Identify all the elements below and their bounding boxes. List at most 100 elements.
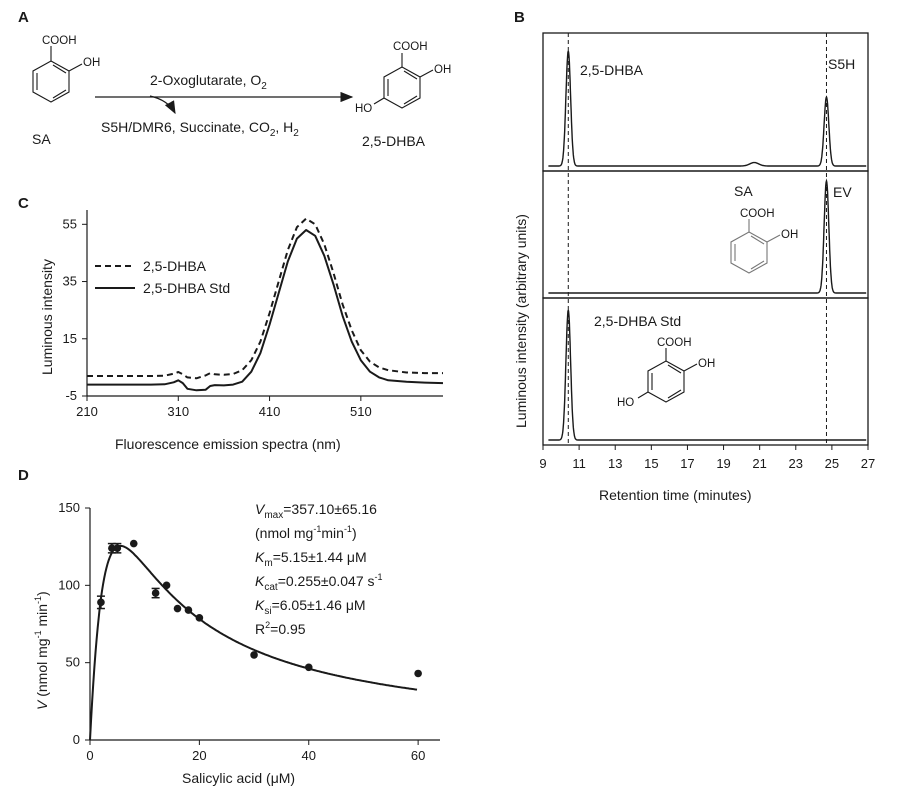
x-tick-label-c: 310 — [167, 404, 189, 419]
legend-c: 2,5-DHBA 2,5-DHBA Std — [95, 258, 230, 296]
y-tick-label-d: 100 — [58, 577, 80, 592]
x-tick-label-d: 20 — [192, 748, 206, 763]
chromatogram-trace-0 — [548, 50, 867, 167]
r2-text: R2=0.95 — [255, 620, 306, 637]
chromatogram-s5h-frame — [542, 32, 869, 172]
x-tick-label-d: 60 — [411, 748, 425, 763]
series-line-0 — [87, 217, 443, 380]
x-tick-label-c: 410 — [259, 404, 281, 419]
km-text: Km=5.15±1.44 μM — [255, 549, 367, 569]
dhba-cooh-label: COOH — [393, 41, 428, 53]
data-point — [304, 663, 313, 672]
fit-curve-line — [89, 544, 418, 741]
panel-letter-b: B — [514, 9, 525, 26]
data-point — [184, 606, 193, 614]
trace-label-dhba: 2,5-DHBA — [580, 62, 644, 78]
sa-structure: COOH OH — [32, 35, 100, 103]
trace-label-sa: SA — [734, 183, 753, 199]
legend-label-dhba: 2,5-DHBA — [143, 258, 207, 274]
x-tick-label-d: 0 — [86, 748, 93, 763]
dhba-structure: COOH OH HO — [355, 41, 451, 115]
x-tick-label-b: 23 — [789, 456, 803, 471]
y-axis-label-c: Luminous intensity — [39, 259, 55, 375]
y-tick-label-d: 50 — [66, 655, 80, 670]
data-points — [96, 539, 422, 678]
trace-label-ev: EV — [833, 184, 852, 200]
y-tick-label-d: 150 — [58, 500, 80, 515]
panel-letter-c: C — [18, 195, 29, 212]
x-tick-label-b: 9 — [539, 456, 546, 471]
byproduct-arrow — [149, 95, 176, 115]
product-label: 2,5-DHBA — [362, 133, 426, 149]
ksi-text: Ksi=6.05±1.46 μM — [255, 597, 366, 617]
x-tick-label-b: 17 — [680, 456, 694, 471]
data-point — [173, 604, 182, 613]
fit-curve — [89, 544, 418, 741]
units-text: (nmol mg-1min-1) — [255, 524, 357, 541]
y-axis-label-d: V (nmol mg-1 min-1) — [33, 591, 50, 710]
axis-ticks-d: 0 20 40 60 0 50 100 150 — [58, 500, 425, 763]
x-tick-label-c: 510 — [350, 404, 372, 419]
panel-letter-d: D — [18, 467, 29, 484]
conditions-top: 2-Oxoglutarate, O2 — [150, 72, 267, 92]
y-tick-label-c: -5 — [65, 388, 77, 403]
x-tick-label-d: 40 — [302, 748, 316, 763]
panel-a: A COOH OH SA 2-Oxoglutarate, O2 S5H/DMR6… — [18, 9, 451, 149]
data-point — [195, 614, 204, 622]
chromatogram-trace-1 — [548, 178, 867, 294]
x-tick-label-b: 21 — [752, 456, 766, 471]
x-tick-label-b: 13 — [608, 456, 622, 471]
chromatogram-traces — [548, 50, 867, 441]
dhba-structure-inset: COOH OH HO — [617, 337, 715, 409]
panel-letter-a: A — [18, 9, 29, 26]
x-axis-label-d: Salicylic acid (μM) — [182, 770, 295, 786]
data-point — [151, 589, 160, 597]
y-tick-label-c: 35 — [63, 274, 77, 289]
legend-label-std: 2,5-DHBA Std — [143, 280, 230, 296]
vmax-text: Vmax=357.10±65.16 — [255, 501, 377, 521]
reference-lines — [567, 33, 827, 445]
x-tick-label-b: 15 — [644, 456, 658, 471]
sa-inset-cooh: COOH — [740, 208, 775, 220]
kcat-text: Kcat=0.255±0.047 s-1 — [255, 572, 383, 593]
sa-oh-label: OH — [83, 57, 100, 69]
y-tick-label-d: 0 — [73, 732, 80, 747]
data-point — [97, 598, 105, 607]
dhba-inset-ho: HO — [617, 397, 634, 409]
dhba-oh-label: OH — [434, 64, 451, 76]
x-axis-label-c: Fluorescence emission spectra (nm) — [115, 436, 341, 452]
panel-b: B 9 11 13 15 17 19 21 23 25 27 2,5-DHBA S5H SA EV… — [513, 9, 875, 503]
data-point — [162, 581, 171, 590]
x-tick-label-c: 210 — [76, 404, 98, 419]
data-point — [108, 544, 116, 553]
panel-d: D 0 20 40 60 0 50 100 150 Vmax=357.10±65.16 (nm… — [18, 467, 440, 786]
sa-inset-oh: OH — [781, 229, 798, 241]
chromatogram-ev-frame — [542, 170, 869, 299]
x-tick-label-b: 25 — [825, 456, 839, 471]
data-point — [113, 544, 122, 553]
x-tick-label-b: 19 — [716, 456, 730, 471]
x-axis-label-b: Retention time (minutes) — [599, 487, 752, 503]
conditions-bottom: S5H/DMR6, Succinate, CO2, H2 — [101, 119, 299, 139]
series-line-1 — [87, 229, 444, 392]
axis-ticks-c: 210 310 410 510 -5 15 35 55 — [63, 216, 372, 419]
x-tick-label-b: 27 — [861, 456, 875, 471]
x-tick-label-b: 11 — [572, 456, 586, 471]
dhba-inset-cooh: COOH — [657, 337, 692, 349]
y-tick-label-c: 15 — [63, 331, 77, 346]
chromatogram-trace-2 — [548, 309, 867, 441]
dhba-ho-label: HO — [355, 103, 372, 115]
spectra-series — [87, 217, 444, 392]
trace-label-std: 2,5-DHBA Std — [594, 313, 681, 329]
trace-label-s5h: S5H — [828, 56, 855, 72]
y-axis-label-b: Luminous intensity (arbitrary units) — [513, 214, 529, 428]
sa-structure-inset: COOH OH — [730, 208, 798, 274]
data-point — [414, 669, 422, 678]
panel-c: C 210 310 410 510 -5 15 35 55 2,5-DHBA 2,5-DHBA… — [18, 195, 444, 452]
dhba-inset-oh: OH — [698, 358, 715, 370]
kinetics-annotation: Vmax=357.10±65.16 (nmol mg-1min-1) Km=5.… — [255, 501, 383, 637]
chromatogram-std-frame — [542, 297, 869, 446]
x-axis-ticks-b: 9 11 13 15 17 19 21 23 25 27 — [539, 445, 875, 471]
y-tick-label-c: 55 — [63, 216, 77, 231]
